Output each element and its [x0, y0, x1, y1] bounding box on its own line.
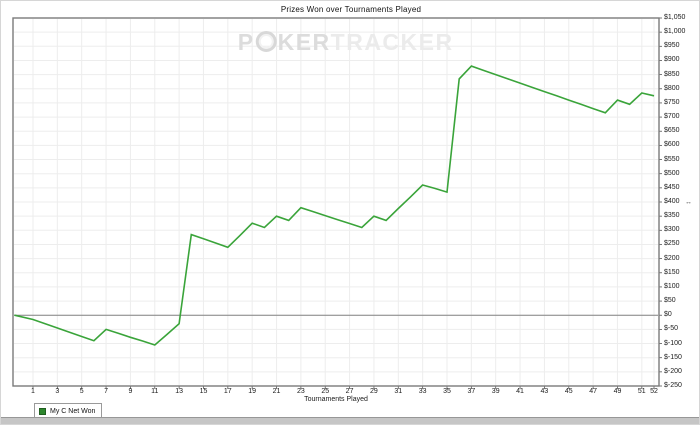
x-tick-label: 35	[443, 388, 451, 395]
y-tick-label: $900	[664, 56, 680, 64]
y-tick-label: $350	[664, 212, 680, 220]
x-tick-label: 52	[650, 388, 658, 395]
y-tick-label: $500	[664, 169, 680, 177]
y-tick-label: $-100	[664, 339, 682, 347]
x-axis-title: Tournaments Played	[304, 396, 368, 403]
y-tick-label: $250	[664, 240, 680, 248]
y-tick-label: $200	[664, 254, 680, 262]
x-tick-label: 41	[516, 388, 524, 395]
y-tick-label: $0	[664, 311, 672, 319]
x-tick-label: 31	[394, 388, 403, 395]
y-tick-label: $750	[664, 98, 680, 106]
x-tick-label: 23	[296, 388, 305, 395]
x-tick-label: 17	[223, 388, 232, 395]
x-tick-label: 43	[540, 388, 549, 395]
y-tick-label: $550	[664, 155, 680, 163]
x-tick-label: 15	[199, 388, 208, 395]
axis-midpoint-marker-icon: ↔	[685, 199, 692, 206]
y-tick-label: $-50	[664, 325, 679, 333]
x-tick-label: 33	[418, 388, 427, 395]
watermark-text-ker: KER	[277, 29, 331, 55]
y-tick-label: $150	[664, 268, 680, 276]
y-tick-label: $800	[664, 84, 680, 92]
y-tick-label: $850	[664, 70, 680, 78]
y-tick-label: $300	[664, 226, 680, 234]
x-tick-label: 51	[637, 388, 646, 395]
y-tick-label: $-200	[664, 367, 682, 375]
y-tick-label: $650	[664, 127, 680, 135]
pokertracker-watermark: P KERTRACKER	[238, 29, 454, 56]
net-won-line	[14, 65, 655, 346]
y-tick-label: $-250	[664, 382, 682, 389]
watermark-text-p: P	[237, 29, 255, 55]
x-tick-label: 29	[370, 388, 378, 395]
y-tick-label: $50	[664, 297, 676, 305]
x-tick-label: 1	[31, 388, 35, 395]
x-tick-label: 13	[175, 388, 183, 395]
x-tick-label: 11	[151, 388, 159, 395]
x-tick-label: 7	[104, 388, 108, 395]
chart-title: Prizes Won over Tournaments Played	[280, 5, 422, 14]
x-tick-label: 39	[491, 388, 500, 395]
legend-label: My C Net Won	[50, 408, 96, 415]
poker-chip-icon	[255, 31, 277, 52]
y-tick-label: $-150	[664, 353, 682, 361]
x-tick-label: 25	[321, 388, 330, 395]
x-tick-label: 19	[248, 388, 257, 395]
y-tick-label: $1,000	[664, 28, 686, 36]
x-tick-label: 45	[564, 388, 573, 395]
x-tick-label: 3	[55, 388, 60, 395]
window-bottom-edge	[1, 417, 699, 424]
y-tick-label: $400	[664, 198, 680, 205]
x-tick-label: 5	[79, 388, 84, 395]
plot-frame	[12, 17, 660, 387]
x-tick-label: 27	[345, 388, 354, 395]
y-tick-label: $950	[664, 42, 680, 50]
legend-swatch-icon	[39, 408, 46, 415]
watermark-text-tracker: TRACKER	[330, 29, 454, 55]
x-tick-label: 47	[589, 388, 597, 395]
x-tick-label: 49	[613, 388, 622, 395]
x-tick-label: 21	[272, 388, 281, 395]
x-tick-label: 9	[128, 388, 133, 395]
y-tick-label: $600	[664, 141, 680, 149]
x-tick-label: 37	[467, 388, 476, 395]
y-tick-label: $700	[664, 113, 680, 121]
y-tick-label: $450	[664, 183, 680, 191]
y-tick-label: $1,050	[664, 14, 686, 21]
y-tick-label: $100	[664, 282, 680, 290]
